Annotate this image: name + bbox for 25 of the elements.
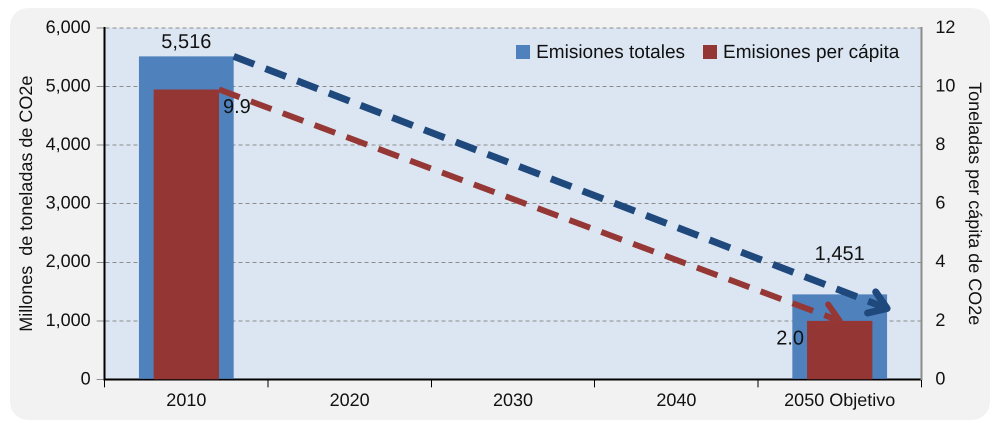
y-tick-label: 0 — [80, 368, 91, 388]
y2-tick-label: 4 — [935, 251, 946, 272]
y2-tick-label: 12 — [935, 16, 956, 37]
y2-tick-label: 8 — [935, 134, 946, 154]
y2-tick-label: 10 — [935, 76, 956, 96]
x-tick-label: 2050 Objetivo — [784, 390, 896, 410]
x-tick-label: 2020 — [330, 390, 370, 410]
legend-label: Emisiones totales — [535, 42, 686, 64]
y-tick-label: 2,000 — [46, 251, 91, 272]
y-tick-label: 1,000 — [46, 310, 91, 330]
data-label: 1,451 — [814, 242, 865, 265]
y-tick-label: 5,000 — [46, 76, 91, 96]
x-tick-label: 2040 — [656, 390, 696, 410]
y2-tick-label: 6 — [935, 192, 946, 213]
y-axis-title: Millones de toneladas de CO2e — [16, 76, 36, 332]
x-tick-label: 2010 — [166, 390, 206, 410]
y2-tick-label: 0 — [935, 368, 946, 388]
x-tick-label: 2030 — [492, 390, 534, 410]
y-tick-label: 6,000 — [46, 16, 91, 37]
y2-tick-label: 2 — [935, 310, 946, 330]
data-label: 5,516 — [161, 30, 212, 53]
y-tick-label: 3,000 — [46, 192, 91, 213]
y-tick-label: 4,000 — [46, 134, 91, 154]
y2-axis-title: Toneladas per cápita de CO2e — [965, 82, 986, 326]
legend-label: Emisiones per cápita — [722, 42, 900, 64]
